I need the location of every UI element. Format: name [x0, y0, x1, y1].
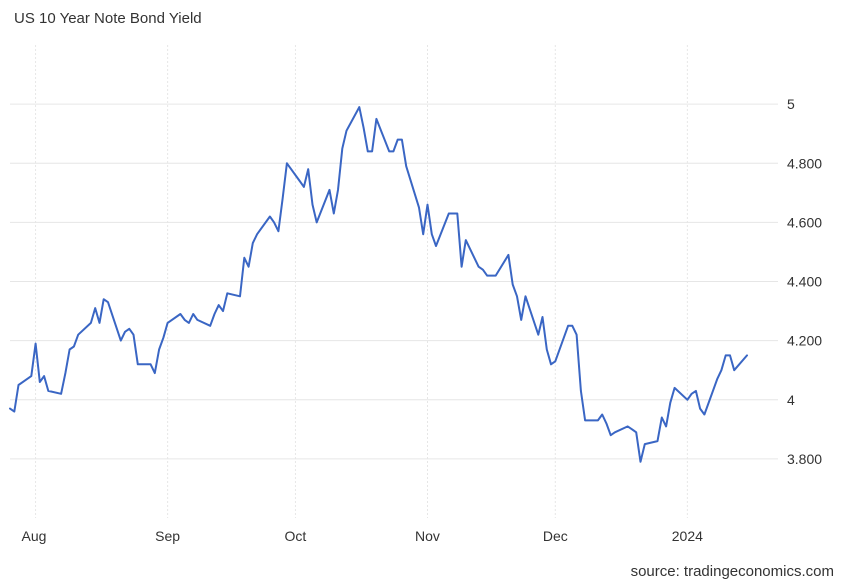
source-credit: source: tradingeconomics.com	[630, 563, 834, 580]
y-tick-label: 4.600	[787, 214, 822, 230]
x-axis-ticks: Aug Sep Oct Nov Dec 2024	[22, 528, 704, 544]
y-axis-ticks: 3.800 4 4.200 4.400 4.600 4.800 5	[787, 96, 822, 467]
y-tick-label: 3.800	[787, 451, 822, 467]
y-tick-label: 4.200	[787, 333, 822, 349]
x-tick-label: Aug	[22, 528, 47, 544]
series-line	[9, 106, 748, 463]
gridlines	[10, 45, 778, 518]
x-tick-label: Sep	[155, 528, 180, 544]
chart-title: US 10 Year Note Bond Yield	[14, 10, 202, 27]
y-tick-label: 5	[787, 96, 795, 112]
x-tick-label: Dec	[543, 528, 568, 544]
x-tick-label: Nov	[415, 528, 440, 544]
x-tick-label: Oct	[285, 528, 307, 544]
y-tick-label: 4	[787, 392, 795, 408]
y-tick-label: 4.400	[787, 274, 822, 290]
y-tick-label: 4.800	[787, 155, 822, 171]
x-tick-label: 2024	[672, 528, 703, 544]
